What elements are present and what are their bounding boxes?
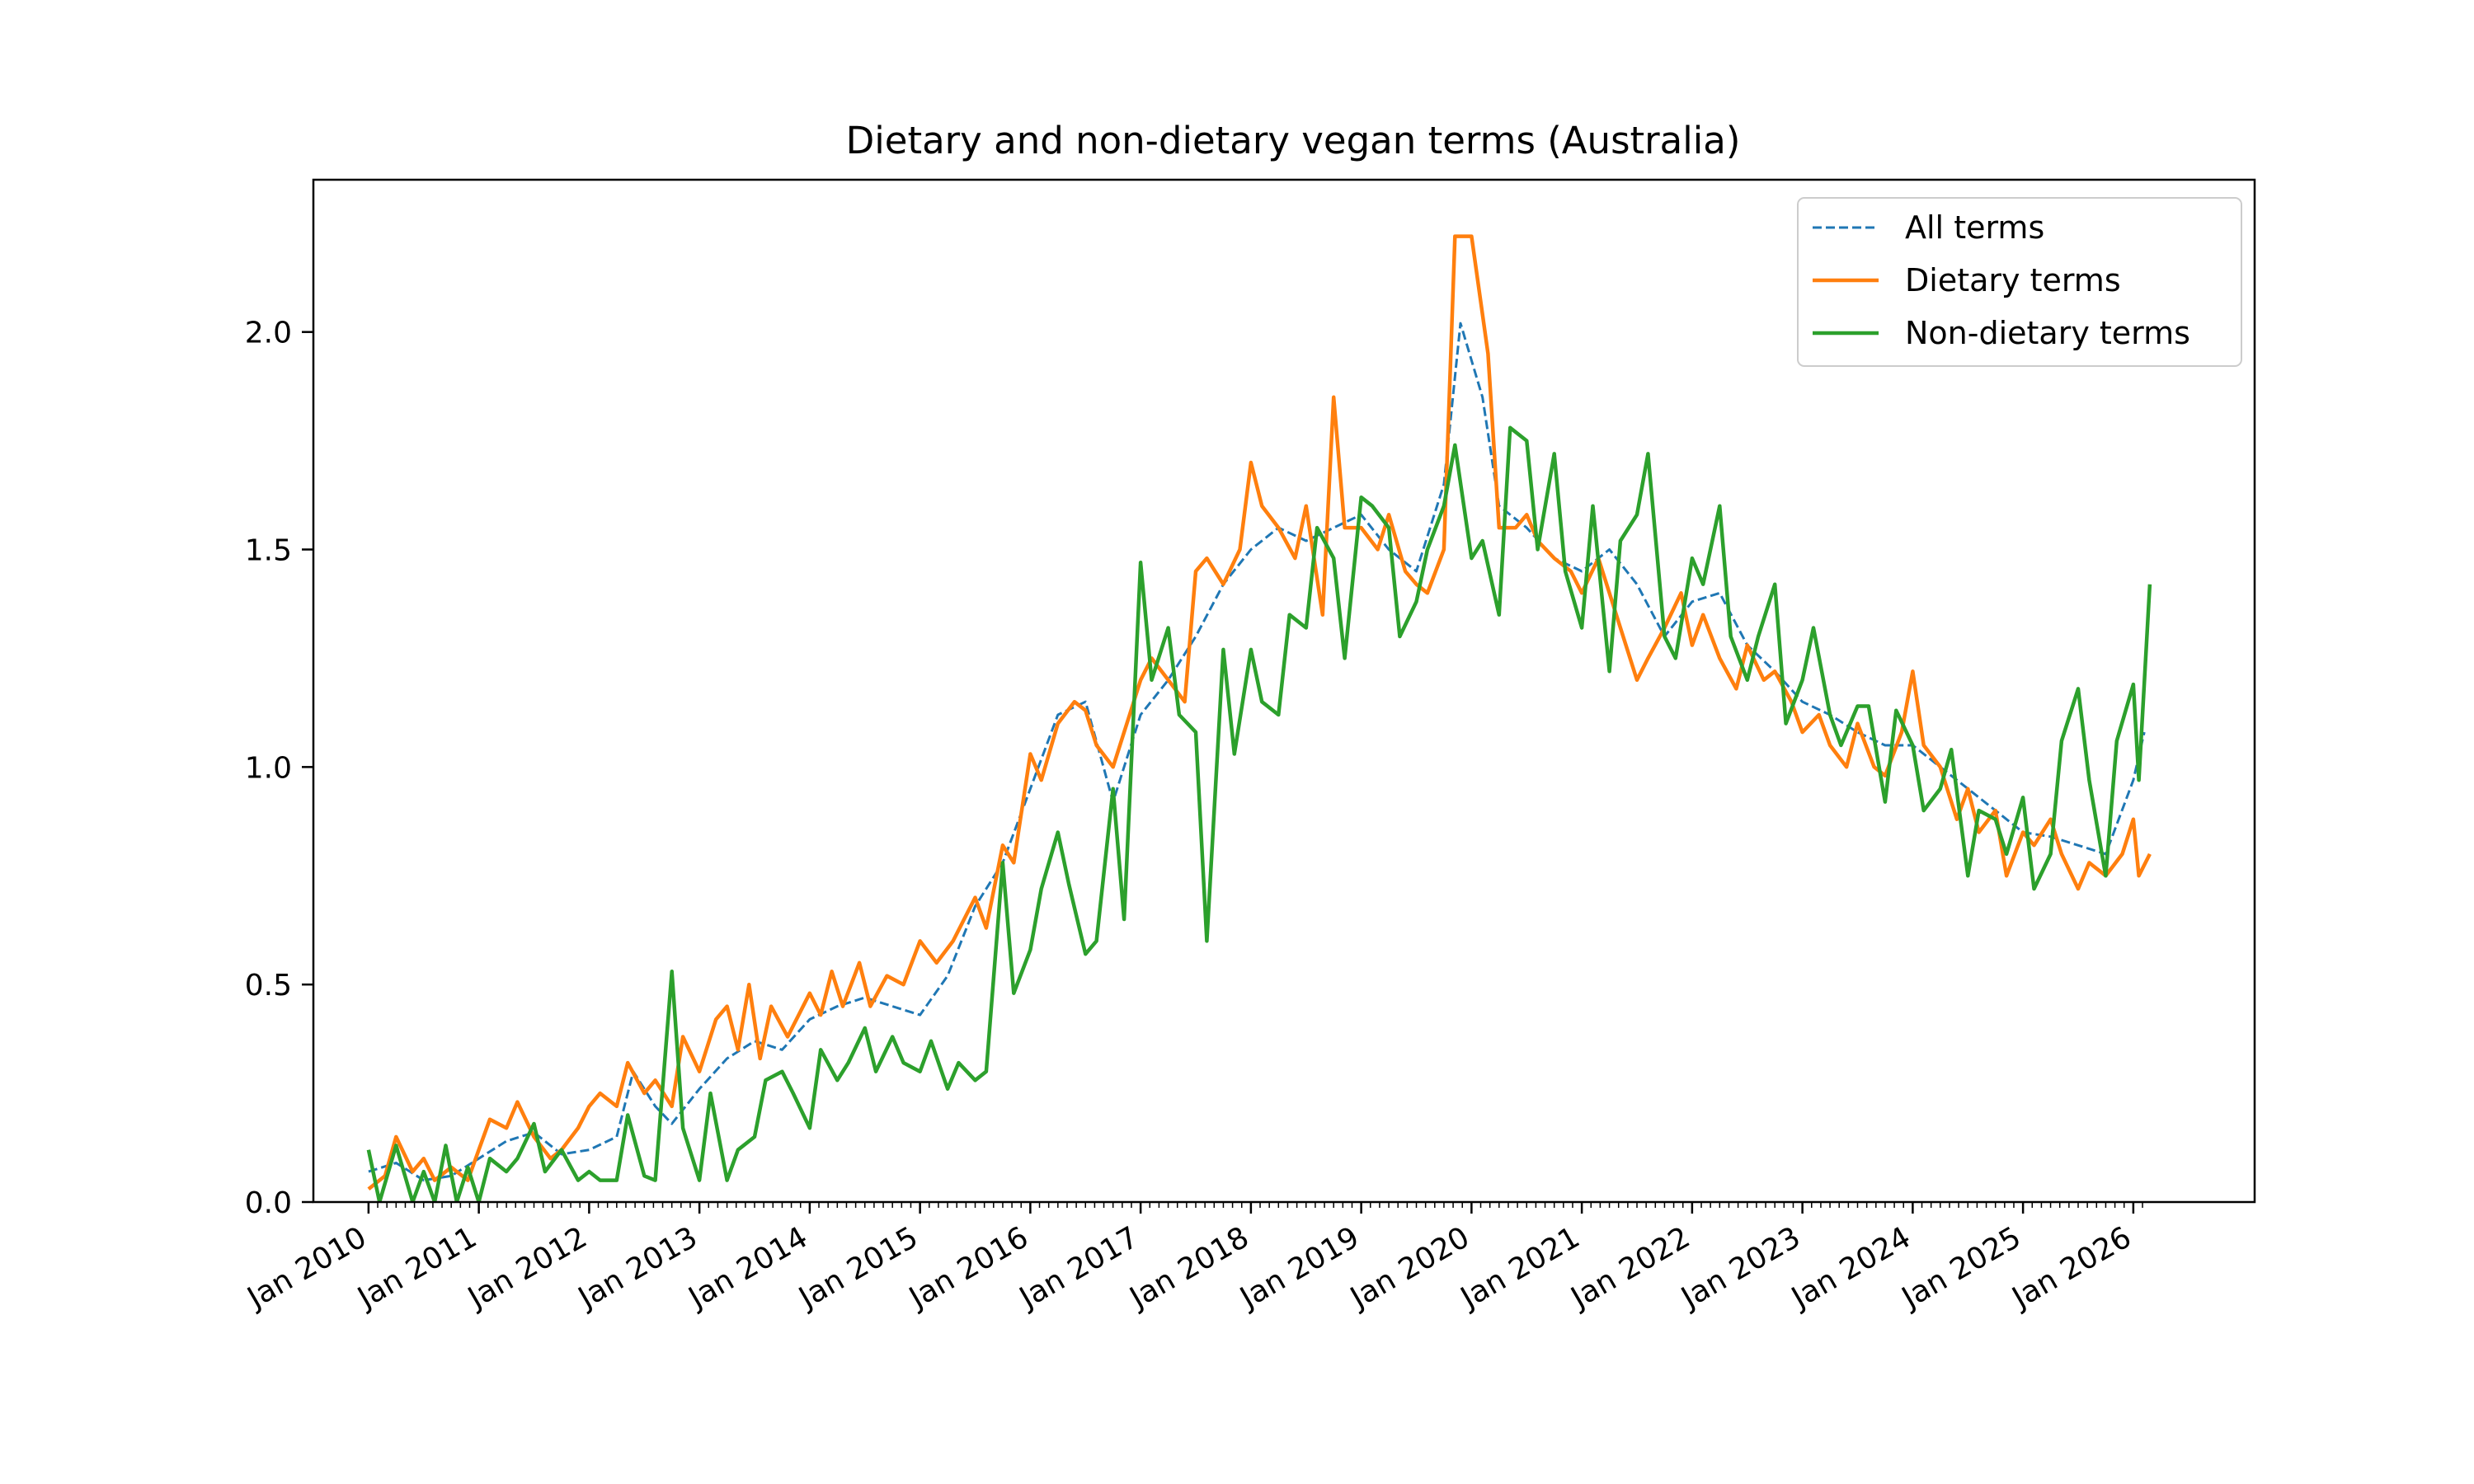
y-tick-label: 1.5: [245, 534, 292, 568]
x-tick-label: Jan 2023: [1675, 1220, 1807, 1316]
legend-label-2: Non-dietary terms: [1905, 315, 2190, 351]
y-tick-label: 1.0: [245, 751, 292, 785]
x-tick-label: Jan 2010: [241, 1220, 373, 1316]
x-tick-label: Jan 2026: [2006, 1220, 2138, 1316]
x-tick-label: Jan 2020: [1343, 1220, 1475, 1316]
x-tick-label: Jan 2019: [1234, 1220, 1366, 1316]
legend-label-1: Dietary terms: [1905, 262, 2121, 298]
x-tick-label: Jan 2024: [1785, 1220, 1917, 1316]
x-tick-label: Jan 2012: [461, 1220, 593, 1316]
x-tick-label: Jan 2025: [1895, 1220, 2027, 1316]
x-tick-label: Jan 2021: [1454, 1220, 1586, 1316]
plot-area: [312, 178, 2256, 1204]
x-tick-label: Jan 2013: [571, 1220, 703, 1316]
x-tick-label: Jan 2018: [1123, 1220, 1255, 1316]
chart-title: Dietary and non-dietary vegan terms (Aus…: [846, 119, 1741, 162]
legend: All terms Dietary terms Non-dietary terms: [1797, 197, 2242, 367]
x-tick-label: Jan 2016: [902, 1220, 1034, 1316]
x-tick-label: Jan 2014: [682, 1220, 814, 1316]
y-tick-label: 0.0: [245, 1186, 292, 1220]
legend-box: [1797, 197, 2242, 367]
series-layer: [366, 234, 2152, 1202]
y-tick-label: 2.0: [245, 317, 292, 350]
x-tick-label: Jan 2011: [351, 1220, 483, 1316]
y-tick-label: 0.5: [245, 969, 292, 1003]
x-tick-label: Jan 2017: [1013, 1220, 1145, 1316]
axes-frame: [312, 178, 2256, 1204]
series-line-1: [367, 234, 2152, 1190]
x-tick-label: Jan 2022: [1564, 1220, 1696, 1316]
legend-label-0: All terms: [1905, 209, 2044, 246]
x-tick-label: Jan 2015: [793, 1220, 924, 1316]
y-axis: 0.0 0.5 1.0 1.5 2.0: [245, 317, 313, 1220]
series-line-2: [366, 425, 2152, 1202]
series-line-0: [368, 322, 2146, 1182]
